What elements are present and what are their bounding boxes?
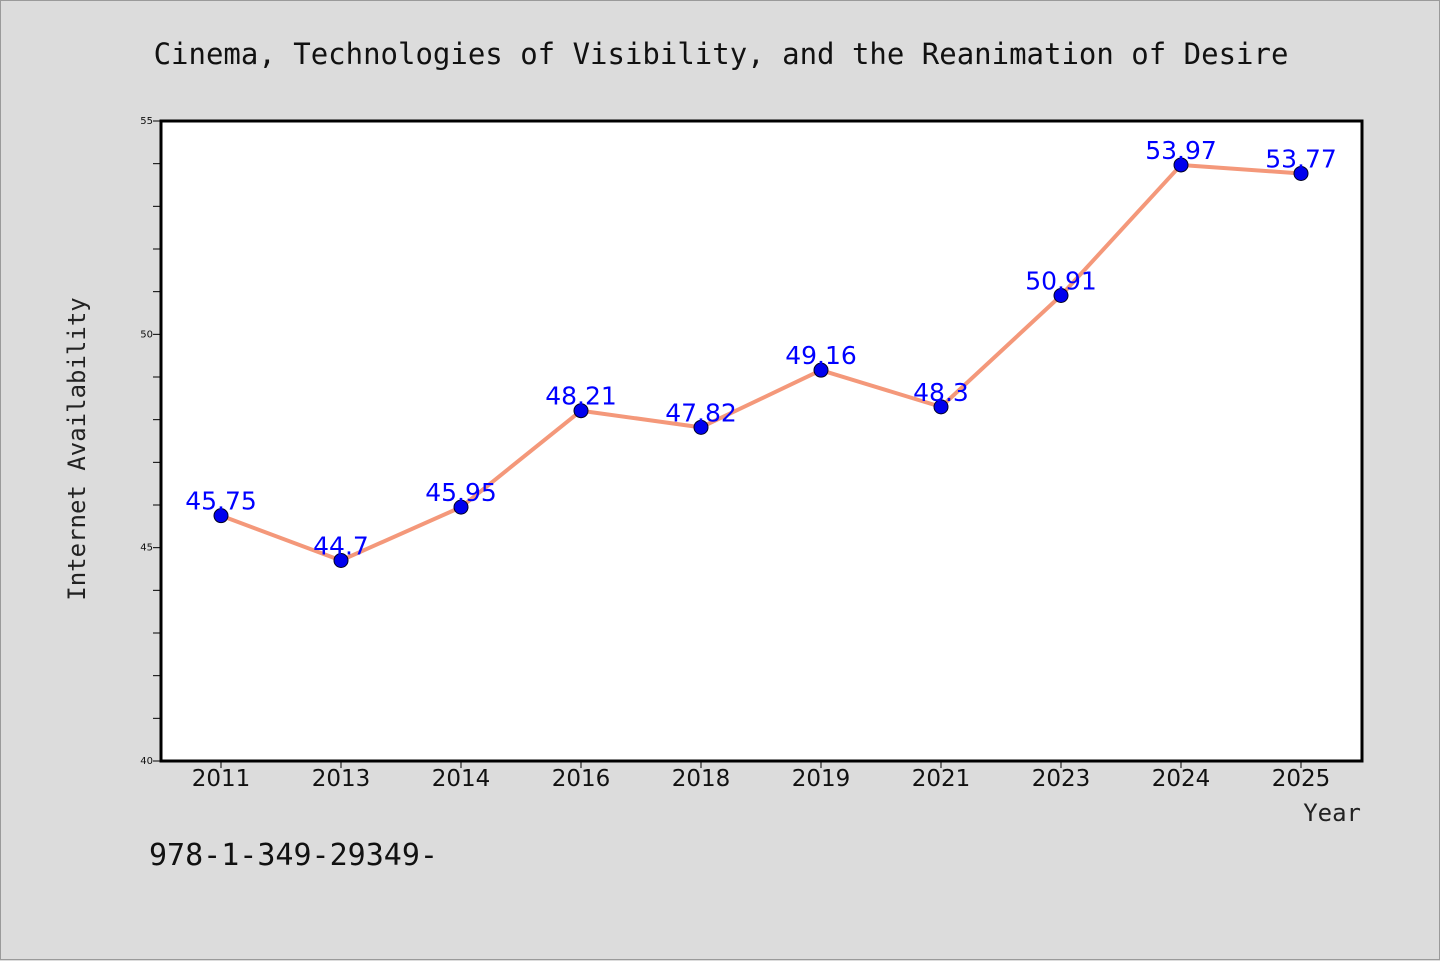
y-axis: 40 45 50 55 — [140, 116, 161, 767]
x-tick-label: 2025 — [1272, 766, 1331, 792]
data-point[interactable] — [453, 499, 469, 515]
x-tick-label: 2018 — [672, 766, 731, 792]
data-point[interactable] — [933, 399, 949, 415]
y-tick-label: 50 — [140, 329, 153, 340]
data-label: 50.91 — [1025, 267, 1097, 296]
x-tick-label: 2014 — [432, 766, 491, 792]
data-point[interactable] — [1053, 288, 1069, 304]
x-tick-label: 2013 — [312, 766, 371, 792]
y-axis-title: Internet Availability — [63, 297, 91, 600]
data-label: 53.97 — [1145, 136, 1217, 165]
data-label: 49.16 — [785, 341, 857, 370]
data-point[interactable] — [693, 419, 709, 435]
x-tick-label: 2021 — [912, 766, 971, 792]
plot-area — [159, 119, 1364, 763]
y-tick-label: 40 — [140, 756, 153, 767]
data-point[interactable] — [573, 403, 589, 419]
data-point[interactable] — [333, 552, 349, 568]
data-label: 48.3 — [913, 378, 969, 407]
x-tick-label: 2024 — [1152, 766, 1211, 792]
x-tick-label: 2011 — [192, 766, 251, 792]
data-point[interactable] — [213, 508, 229, 524]
isbn-footnote: 978-1-349-29349- — [149, 838, 438, 873]
data-label: 44.7 — [313, 531, 369, 560]
y-tick-label: 55 — [140, 116, 153, 127]
data-point[interactable] — [1293, 165, 1309, 181]
data-point[interactable] — [813, 362, 829, 378]
series-group — [213, 157, 1309, 568]
y-tick-label: 45 — [140, 543, 153, 554]
data-label: 48.21 — [545, 382, 617, 411]
x-axis: 2011 2013 2014 2016 2018 2019 2021 2023 2024 2025 — [192, 761, 1331, 792]
data-label: 47.82 — [665, 398, 737, 427]
x-tick-label: 2016 — [552, 766, 611, 792]
data-label: 45.95 — [425, 478, 497, 507]
data-label-group: 45.75 44.7 45.95 48.21 47.82 49.16 48.3 50.91 53… — [185, 136, 1337, 561]
x-axis-title: Year — [1303, 799, 1361, 827]
x-tick-label: 2019 — [792, 766, 851, 792]
chart-title: Cinema, Technologies of Visibility, and … — [154, 37, 1289, 71]
data-point[interactable] — [1173, 157, 1189, 173]
data-label: 53.77 — [1265, 144, 1337, 173]
x-tick-label: 2023 — [1032, 766, 1091, 792]
data-label: 45.75 — [185, 487, 257, 516]
series-line — [220, 162, 1302, 563]
